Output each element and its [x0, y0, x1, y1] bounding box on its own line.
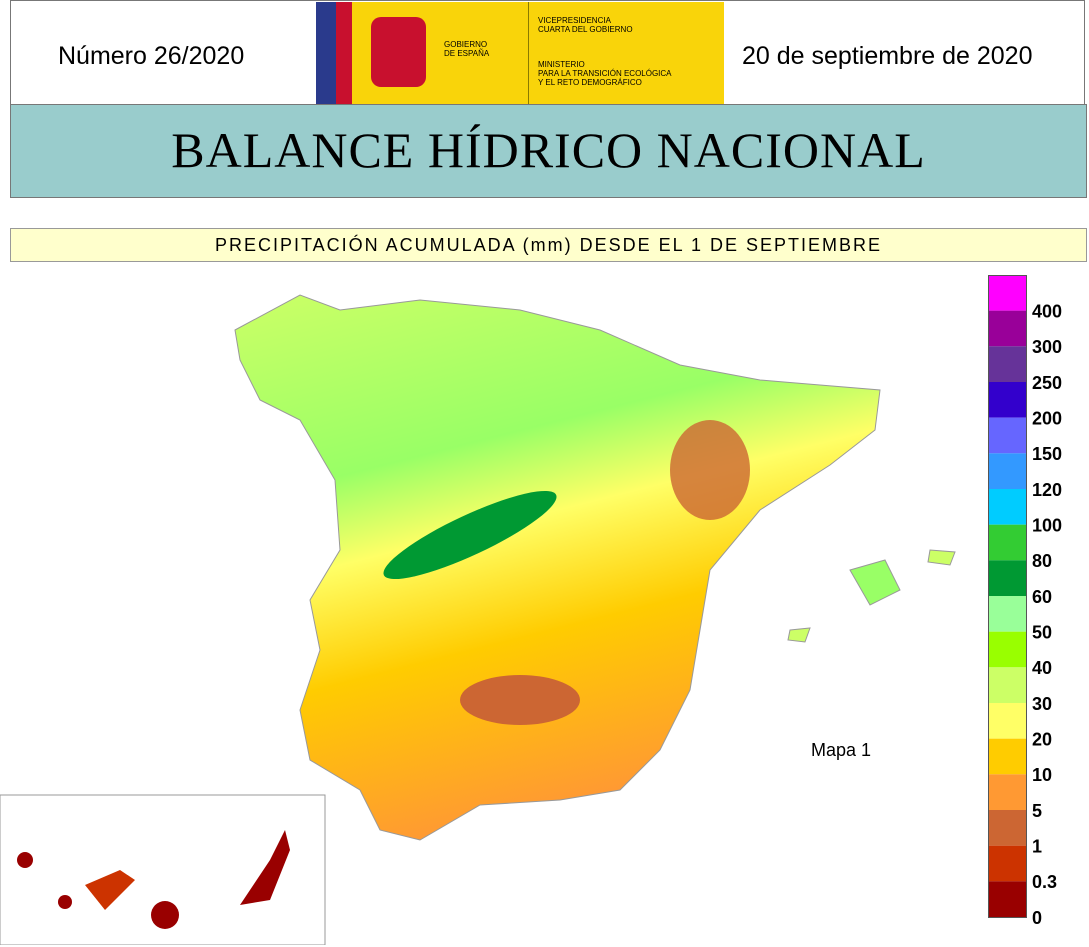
legend-label: 40 [1032, 658, 1052, 678]
island [787, 627, 811, 643]
legend-swatch [988, 417, 1026, 454]
island [240, 830, 290, 905]
legend-label: 0.3 [1032, 872, 1057, 892]
legend: 400 300 250 200 150 120 100 80 60 50 40 30 20 10 5 1 0.3… [988, 275, 1062, 928]
legend-swatch [988, 738, 1026, 775]
legend-frame [988, 275, 1027, 918]
logo-text: MINISTERIO PARA LA TRANSICIÓN ECOLÓGICA Y … [538, 60, 672, 87]
island [151, 901, 179, 929]
legend-label: 400 [1032, 301, 1062, 321]
legend-label: 1 [1032, 836, 1042, 856]
legend-label: 5 [1032, 801, 1042, 821]
legend-label: 50 [1032, 622, 1052, 642]
legend-label: 10 [1032, 765, 1052, 785]
legend-swatch [988, 560, 1026, 596]
title: BALANCE HÍDRICO NACIONAL [10, 104, 1087, 198]
dry-area [460, 675, 580, 725]
island [85, 870, 135, 910]
legend-swatch [988, 631, 1026, 668]
legend-swatch [988, 346, 1026, 382]
legend-swatch [988, 810, 1026, 846]
subtitle: PRECIPITACIÓN ACUMULADA (mm) DESDE EL 1 … [10, 228, 1087, 262]
legend-swatch [988, 453, 1026, 489]
legend-label: 80 [1032, 551, 1052, 571]
legend-label: 100 [1032, 515, 1062, 535]
map [0, 294, 956, 945]
legend-label: 0 [1032, 908, 1042, 928]
legend-swatch [988, 703, 1026, 739]
peninsula [234, 294, 881, 841]
island [849, 559, 901, 606]
legend-label: 150 [1032, 444, 1062, 464]
logo-text: VICEPRESIDENCIA CUARTA DEL GOBIERNO [538, 16, 633, 34]
issue-date: 20 de septiembre de 2020 [742, 42, 1033, 70]
legend-swatch [988, 774, 1026, 810]
island [17, 852, 33, 868]
map-label: Mapa 1 [811, 740, 872, 760]
legend-label: 120 [1032, 480, 1062, 500]
legend-swatch [988, 382, 1026, 418]
legend-swatch [988, 596, 1026, 632]
legend-swatch [988, 310, 1026, 347]
canary-inset [0, 794, 326, 945]
legend-swatch [988, 845, 1026, 882]
header [10, 0, 1085, 104]
issue-number: Número 26/2020 [58, 42, 245, 70]
legend-swatch [988, 524, 1026, 561]
legend-swatch [988, 881, 1026, 917]
legend-swatch [988, 667, 1026, 703]
legend-swatch [988, 275, 1026, 311]
island [927, 549, 956, 566]
legend-label: 30 [1032, 694, 1052, 714]
logo: GOBIERNO DE ESPAÑA VICEPRESIDENCIA CUARTA … [316, 2, 724, 104]
legend-label: 60 [1032, 587, 1052, 607]
legend-label: 250 [1032, 373, 1062, 393]
legend-label: 300 [1032, 337, 1062, 357]
legend-swatch [988, 489, 1026, 525]
wet-area [383, 490, 557, 580]
island [58, 895, 72, 909]
legend-label: 200 [1032, 408, 1062, 428]
dry-area [670, 420, 750, 520]
logo-text: GOBIERNO DE ESPAÑA [444, 40, 490, 58]
legend-label: 20 [1032, 729, 1052, 749]
